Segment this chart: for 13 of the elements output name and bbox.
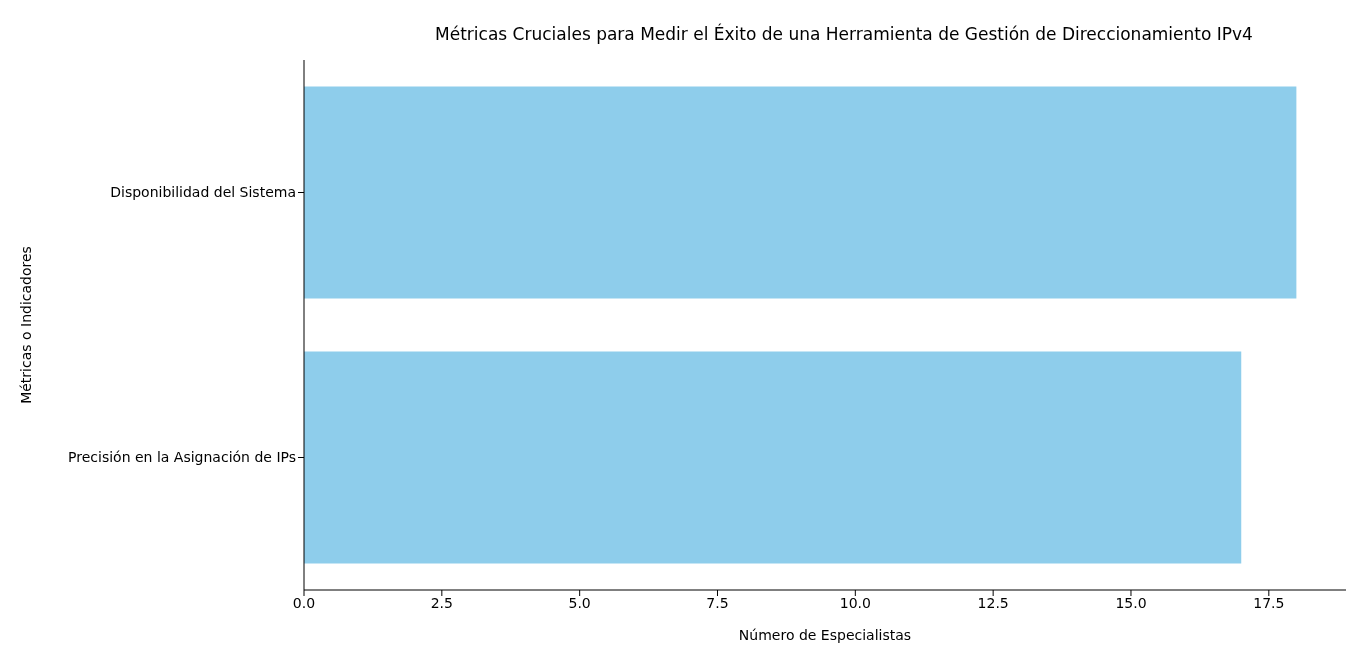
x-tick-label: 17.5: [1253, 594, 1285, 611]
x-tick-label: 15.0: [1115, 594, 1147, 611]
x-axis-title: Número de Especialistas: [738, 627, 912, 643]
y-axis-title: Métricas o Indicadores: [17, 246, 34, 404]
x-tick-label: 2.5: [430, 594, 453, 611]
chart-title: Métricas Cruciales para Medir el Éxito de una Herramienta de Gestión de Direccionamiento IPv4: [434, 24, 1254, 44]
x-tick-label: 5.0: [568, 594, 591, 611]
x-tick-label: 7.5: [706, 594, 729, 611]
x-tick-label: 10.0: [839, 594, 871, 611]
x-tick-label: 12.5: [977, 594, 1009, 611]
x-tick-label: 0.0: [292, 594, 316, 611]
y-tick-label: Precisión en la Asignación de IPs: [68, 449, 296, 466]
y-tick-label: Disponibilidad del Sistema: [110, 184, 296, 201]
